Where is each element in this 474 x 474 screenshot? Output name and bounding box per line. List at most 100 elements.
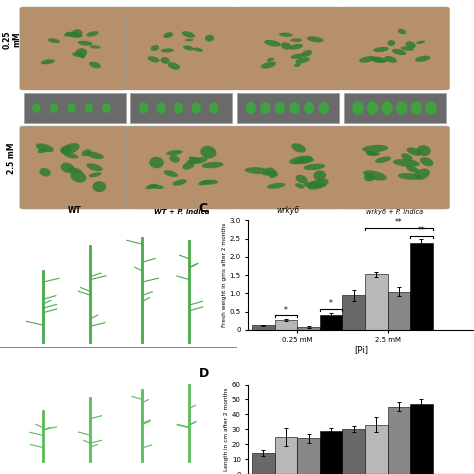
Ellipse shape <box>401 153 412 161</box>
Ellipse shape <box>90 46 100 49</box>
Ellipse shape <box>264 40 281 46</box>
Ellipse shape <box>352 101 364 115</box>
Text: wrky6 + P. indica: wrky6 + P. indica <box>366 209 423 215</box>
Ellipse shape <box>293 157 314 164</box>
Ellipse shape <box>89 172 101 177</box>
Ellipse shape <box>281 42 291 50</box>
Ellipse shape <box>307 178 328 190</box>
Ellipse shape <box>209 102 219 113</box>
Ellipse shape <box>279 33 292 37</box>
Ellipse shape <box>304 102 314 114</box>
Ellipse shape <box>201 162 224 168</box>
Ellipse shape <box>187 157 208 164</box>
Text: **: ** <box>418 226 425 235</box>
Ellipse shape <box>200 146 217 158</box>
Ellipse shape <box>387 40 395 46</box>
Ellipse shape <box>38 147 47 153</box>
Ellipse shape <box>398 29 406 34</box>
Ellipse shape <box>75 48 87 57</box>
Ellipse shape <box>85 103 93 113</box>
Ellipse shape <box>50 103 58 113</box>
FancyBboxPatch shape <box>233 7 343 90</box>
Ellipse shape <box>373 47 389 52</box>
Ellipse shape <box>80 55 85 58</box>
Ellipse shape <box>32 103 41 113</box>
Ellipse shape <box>264 167 276 176</box>
FancyBboxPatch shape <box>20 7 129 90</box>
Ellipse shape <box>407 147 422 156</box>
Bar <box>320 315 342 330</box>
Ellipse shape <box>396 101 408 115</box>
Ellipse shape <box>375 156 391 163</box>
Ellipse shape <box>173 179 187 186</box>
Bar <box>297 438 320 474</box>
Text: WT + P. indica: WT + P. indica <box>154 209 209 215</box>
Ellipse shape <box>139 102 148 113</box>
Ellipse shape <box>291 54 304 59</box>
FancyBboxPatch shape <box>130 92 232 123</box>
Bar <box>365 425 388 474</box>
Text: 0.25 mM: 0.25 mM <box>7 276 12 307</box>
Ellipse shape <box>295 183 304 189</box>
Ellipse shape <box>61 143 80 155</box>
Ellipse shape <box>189 156 201 163</box>
Bar <box>275 320 297 330</box>
Text: *: * <box>329 299 333 308</box>
FancyBboxPatch shape <box>24 92 126 123</box>
Ellipse shape <box>363 170 387 181</box>
Ellipse shape <box>64 33 73 36</box>
Ellipse shape <box>364 173 375 182</box>
Ellipse shape <box>161 48 174 53</box>
Bar <box>297 327 320 330</box>
Ellipse shape <box>425 101 437 115</box>
Ellipse shape <box>198 180 211 185</box>
Ellipse shape <box>246 102 256 114</box>
Ellipse shape <box>365 151 379 156</box>
Ellipse shape <box>367 152 380 156</box>
FancyBboxPatch shape <box>127 7 236 90</box>
Ellipse shape <box>102 103 111 113</box>
Ellipse shape <box>267 183 285 189</box>
Ellipse shape <box>182 31 195 38</box>
Ellipse shape <box>260 102 271 114</box>
Ellipse shape <box>319 102 329 114</box>
Ellipse shape <box>303 164 325 170</box>
Ellipse shape <box>67 103 76 113</box>
Ellipse shape <box>89 62 101 68</box>
Ellipse shape <box>92 181 106 192</box>
Ellipse shape <box>382 101 393 115</box>
Bar <box>252 326 275 330</box>
Ellipse shape <box>82 149 91 156</box>
Ellipse shape <box>393 159 420 167</box>
Ellipse shape <box>70 171 86 182</box>
Ellipse shape <box>86 31 99 36</box>
Ellipse shape <box>64 153 78 158</box>
Bar <box>342 295 365 330</box>
Bar <box>410 243 433 330</box>
Ellipse shape <box>290 38 302 42</box>
Ellipse shape <box>275 102 285 114</box>
Ellipse shape <box>367 101 378 115</box>
Ellipse shape <box>401 46 414 51</box>
Ellipse shape <box>193 47 203 52</box>
Ellipse shape <box>60 146 72 154</box>
Ellipse shape <box>149 157 164 168</box>
Bar <box>275 437 297 474</box>
Ellipse shape <box>163 32 173 38</box>
Ellipse shape <box>86 152 104 159</box>
Ellipse shape <box>147 56 160 63</box>
Ellipse shape <box>420 157 433 166</box>
Ellipse shape <box>416 41 425 44</box>
Bar <box>252 453 275 474</box>
Ellipse shape <box>205 35 214 42</box>
FancyBboxPatch shape <box>344 92 446 123</box>
Ellipse shape <box>301 50 312 57</box>
Ellipse shape <box>292 143 306 153</box>
Ellipse shape <box>174 102 183 113</box>
Ellipse shape <box>183 46 194 51</box>
FancyBboxPatch shape <box>340 126 449 209</box>
Ellipse shape <box>269 173 278 178</box>
FancyBboxPatch shape <box>20 126 129 209</box>
Text: **: ** <box>395 218 403 227</box>
Text: D: D <box>199 367 209 380</box>
